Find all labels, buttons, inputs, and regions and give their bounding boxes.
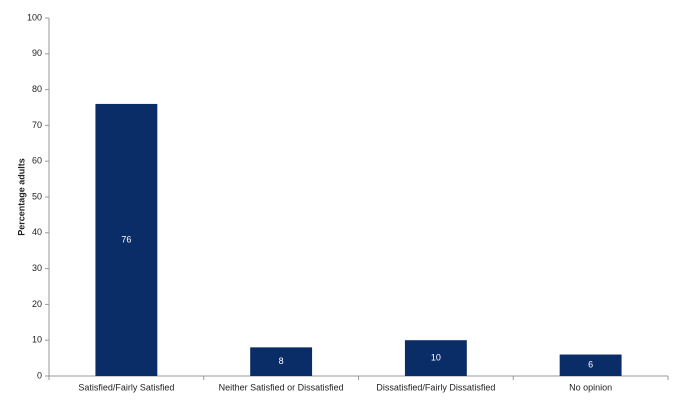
y-tick-label: 70 [32, 120, 42, 130]
y-tick-label: 50 [32, 191, 42, 201]
x-tick-label: No opinion [569, 382, 612, 392]
y-tick-label: 30 [32, 263, 42, 273]
bar [404, 340, 467, 376]
x-tick-label: Neither Satisfied or Dissatisfied [219, 382, 344, 392]
bar [250, 347, 313, 376]
y-tick-label: 20 [32, 299, 42, 309]
bar [559, 354, 622, 376]
data-label: 10 [431, 352, 441, 362]
y-tick-label: 100 [27, 12, 42, 22]
y-axis-label: Percentage adults [16, 158, 26, 236]
data-label: 6 [588, 360, 593, 370]
x-tick-label: Satisfied/Fairly Satisfied [78, 382, 174, 392]
y-tick-label: 10 [32, 335, 42, 345]
y-tick-label: 40 [32, 227, 42, 237]
data-label: 76 [121, 234, 131, 244]
y-tick-label: 80 [32, 84, 42, 94]
y-tick-label: 0 [37, 370, 42, 380]
y-tick-label: 90 [32, 48, 42, 58]
data-label: 8 [279, 356, 284, 366]
x-tick-label: Dissatisfied/Fairly Dissatisfied [376, 382, 495, 392]
bar [95, 103, 158, 377]
y-tick-label: 60 [32, 156, 42, 166]
